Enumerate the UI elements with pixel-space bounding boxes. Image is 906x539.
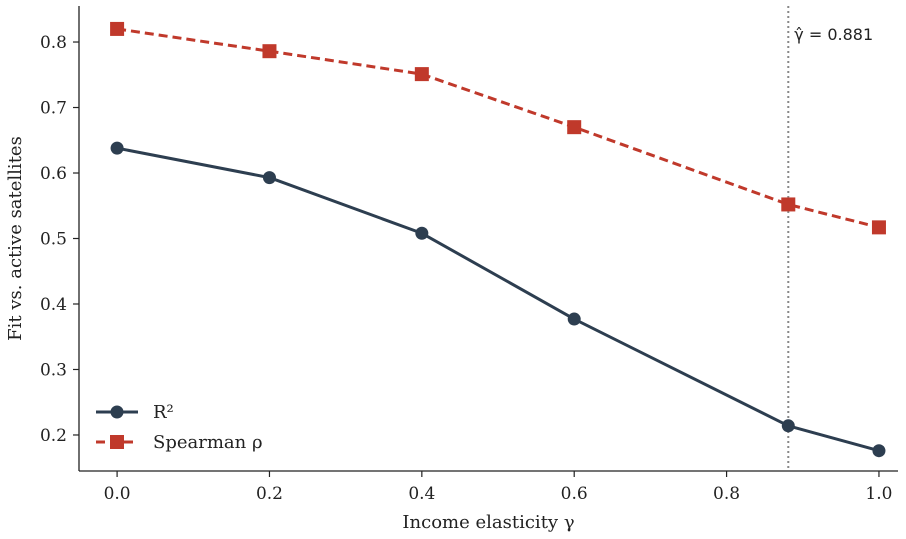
legend: R² Spearman ρ xyxy=(96,402,263,453)
data-point xyxy=(781,419,795,433)
data-point xyxy=(567,120,582,135)
data-point xyxy=(415,226,429,240)
x-axis-label: Income elasticity γ xyxy=(402,512,574,533)
series-group xyxy=(110,21,886,458)
y-tick-label: 0.4 xyxy=(40,295,67,315)
data-point xyxy=(110,141,124,155)
series-r-squared xyxy=(110,141,886,458)
y-tick-label: 0.3 xyxy=(40,360,67,380)
data-point xyxy=(567,312,581,326)
ticks: 0.0 0.2 0.4 0.6 0.8 1.0 0.2 0.3 0.4 0.5 0.6 0.7 0.8 xyxy=(40,33,893,504)
data-point xyxy=(872,444,886,458)
y-tick-label: 0.8 xyxy=(40,33,67,53)
y-axis-label: Fit vs. active satellites xyxy=(5,136,26,341)
series-spearman-rho xyxy=(110,21,886,235)
series-line xyxy=(116,146,880,453)
legend-marker xyxy=(110,405,124,419)
data-point xyxy=(781,197,796,212)
series-line xyxy=(116,27,880,229)
x-tick-label: 0.2 xyxy=(256,484,283,504)
x-tick-label: 0.8 xyxy=(713,484,740,504)
reference-line-label: γ̂ = 0.881 xyxy=(794,25,873,44)
y-tick-label: 0.2 xyxy=(40,426,67,446)
y-tick-label: 0.7 xyxy=(40,99,67,119)
data-point xyxy=(414,67,429,82)
y-tick-label: 0.6 xyxy=(40,164,67,184)
y-tick-label: 0.5 xyxy=(40,230,67,250)
data-point xyxy=(262,171,276,185)
x-tick-label: 0.0 xyxy=(104,484,131,504)
legend-item: Spearman ρ xyxy=(96,432,263,453)
legend-label: R² xyxy=(153,402,174,423)
reference-line-group: γ̂ = 0.881 xyxy=(787,6,873,471)
data-point xyxy=(871,220,886,235)
x-tick-label: 1.0 xyxy=(865,484,892,504)
data-point xyxy=(262,44,277,59)
axes xyxy=(78,6,898,472)
legend-item: R² xyxy=(96,402,174,423)
legend-marker xyxy=(110,435,124,449)
x-tick-label: 0.6 xyxy=(561,484,588,504)
legend-label: Spearman ρ xyxy=(153,432,263,453)
x-tick-label: 0.4 xyxy=(408,484,435,504)
data-point xyxy=(110,21,125,36)
